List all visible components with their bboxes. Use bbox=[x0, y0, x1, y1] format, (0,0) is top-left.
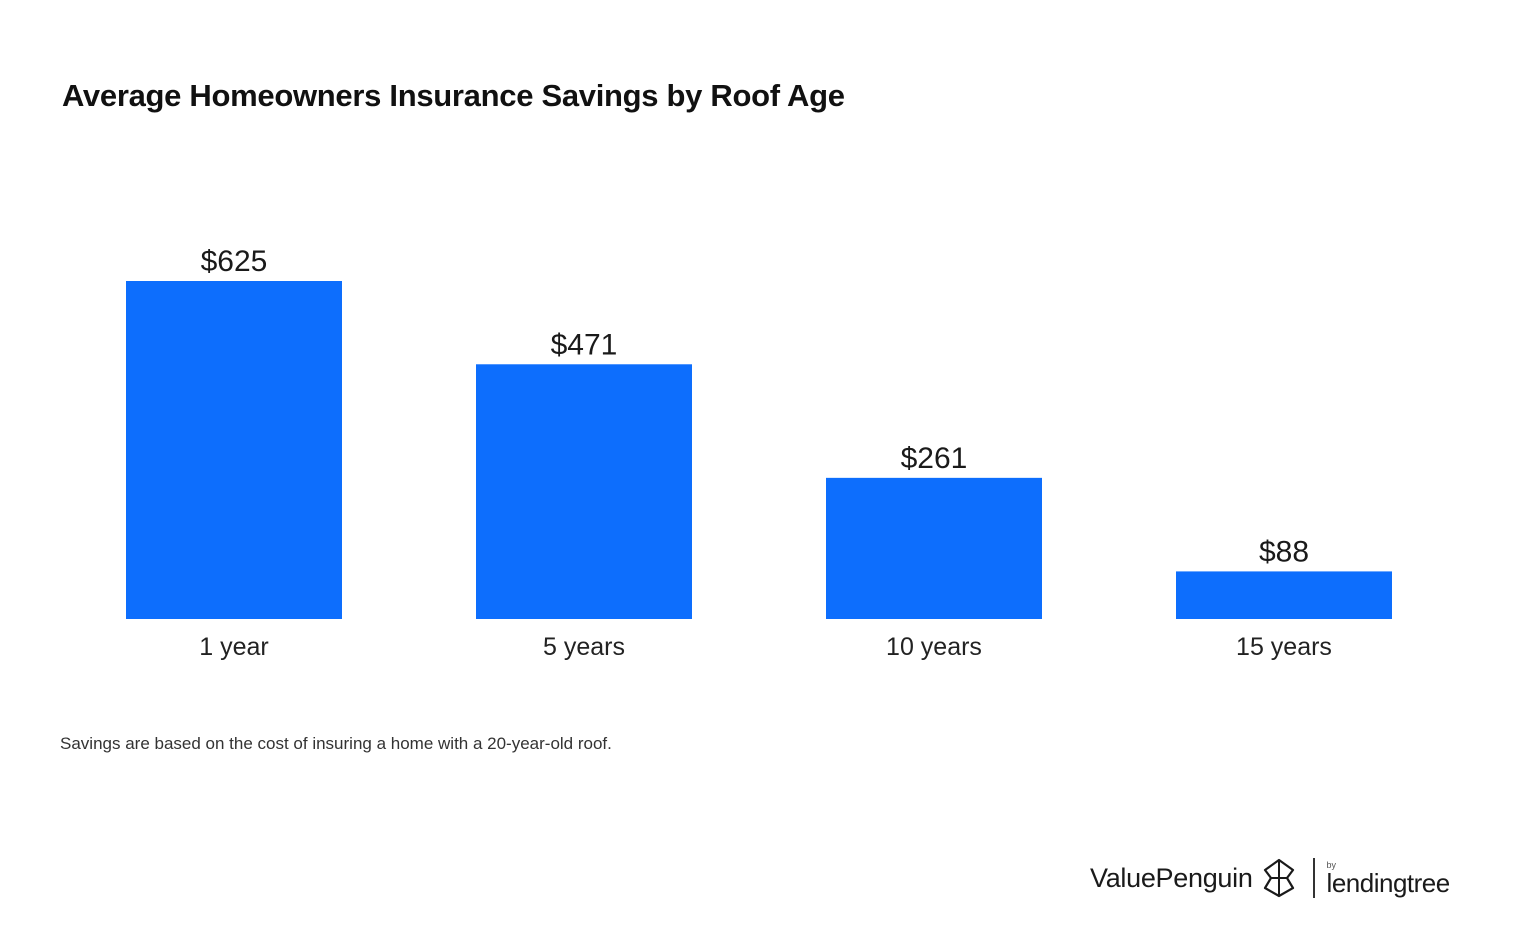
brand-logos: ValuePenguin by lendingtree bbox=[1090, 855, 1450, 901]
category-label-2: 5 years bbox=[543, 633, 625, 661]
value-label-3: $261 bbox=[901, 442, 968, 475]
category-label-1: 1 year bbox=[199, 633, 268, 661]
value-label-1: $625 bbox=[201, 245, 268, 278]
penguin-logo-icon bbox=[1263, 858, 1294, 898]
bar-chart: $625 1 year $471 5 years $261 10 years $88 15 y… bbox=[126, 245, 1392, 661]
footnote: Savings are based on the cost of insurin… bbox=[60, 734, 612, 753]
lendingtree-logo: lendingtree bbox=[1326, 867, 1451, 898]
category-label-4: 15 years bbox=[1236, 633, 1332, 661]
chart-title: Average Homeowners Insurance Savings by … bbox=[62, 78, 845, 113]
bar-3 bbox=[826, 477, 1042, 619]
bar-4 bbox=[1176, 571, 1392, 619]
bar-1 bbox=[126, 281, 342, 619]
brand-divider bbox=[1312, 858, 1315, 898]
value-label-4: $88 bbox=[1259, 535, 1309, 568]
brand-by-text: by bbox=[1326, 859, 1337, 870]
bar-2 bbox=[476, 364, 692, 619]
valuepenguin-logo: ValuePenguin bbox=[1090, 862, 1253, 893]
category-label-3: 10 years bbox=[886, 633, 982, 661]
value-label-2: $471 bbox=[551, 328, 618, 361]
